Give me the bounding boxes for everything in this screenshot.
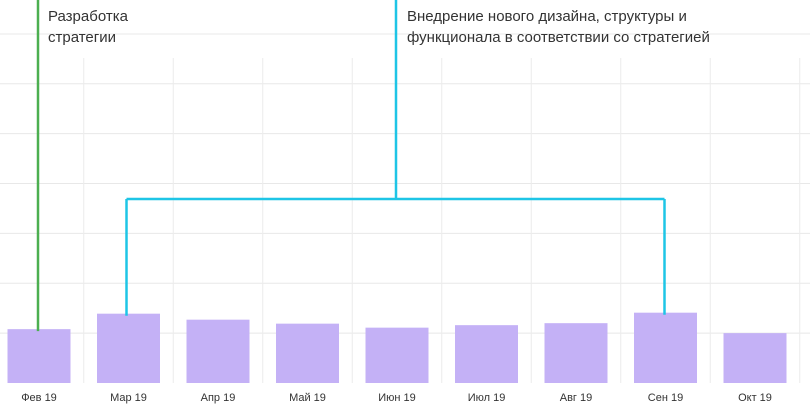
annotations-group: Разработка стратегии Внедрение нового диза… [36,0,710,332]
bar [634,312,697,383]
x-tick-label: Апр 19 [201,392,236,404]
bar [723,333,787,383]
bar [455,325,518,383]
chart-grid [0,33,810,383]
x-tick-label: Окт 19 [738,392,772,404]
bars-group [7,312,787,383]
x-tick-label: Май 19 [289,392,326,404]
annotation-text-strategy: Разработка [48,8,129,25]
annotation-text-strategy: стратегии [48,29,116,46]
x-tick-label: Авг 19 [560,392,592,404]
annotation-text-redesign: функционала в соответствии со стратегией [407,29,710,46]
bar [276,323,339,383]
x-axis-ticks: Фев 19 Мар 19 Апр 19 Май 19 Июн 19 Июл 19 Авг … [21,392,772,404]
bar [186,319,250,383]
bar [365,327,429,383]
x-tick-label: Июн 19 [378,392,416,404]
x-tick-label: Июл 19 [468,392,506,404]
bar [97,313,160,383]
annotation-text-redesign: Внедрение нового дизайна, структуры и [407,8,687,25]
bar [544,323,608,383]
x-tick-label: Мар 19 [110,392,147,404]
x-tick-label: Сен 19 [648,392,683,404]
x-tick-label: Фев 19 [21,392,57,404]
bar [7,329,71,383]
